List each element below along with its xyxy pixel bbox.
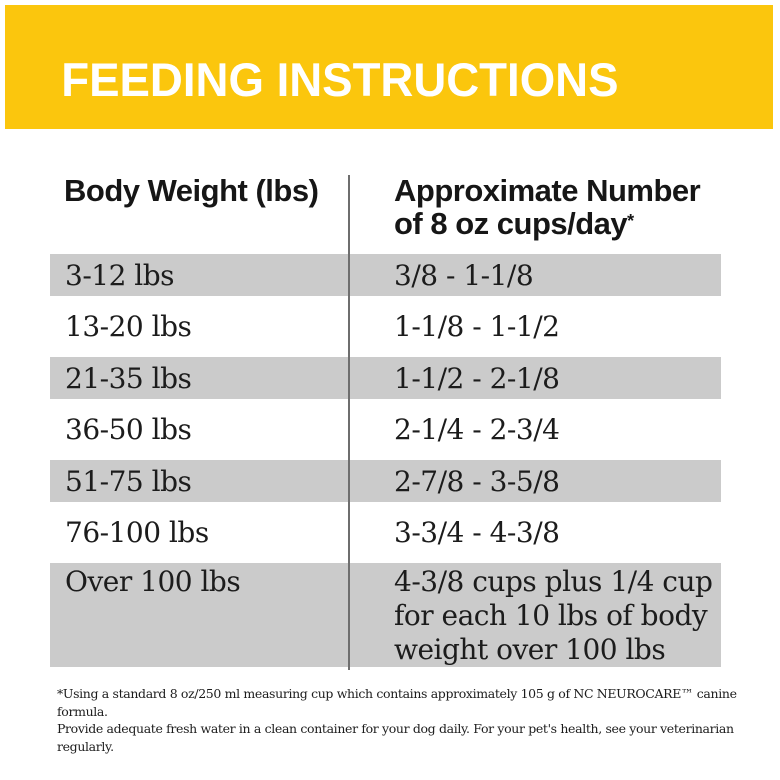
table-row: 51-75 lbs 2-7/8 - 3-5/8 — [50, 456, 721, 506]
table-row: Over 100 lbs 4-3/8 cups plus 1/4 cup for… — [50, 559, 721, 671]
body-weight-cell: 13-20 lbs — [65, 310, 192, 343]
feeding-instructions-banner: FEEDING INSTRUCTIONS — [5, 5, 773, 129]
feeding-table: Body Weight (lbs) Approximate Number of … — [50, 172, 721, 671]
cups-per-day-cell: 2-7/8 - 3-5/8 — [394, 464, 560, 498]
body-weight-cell: 36-50 lbs — [65, 413, 192, 446]
cups-per-day-cell: 2-1/4 - 2-3/4 — [394, 413, 560, 446]
body-weight-cell: 21-35 lbs — [65, 361, 192, 395]
table-row: 21-35 lbs 1-1/2 - 2-1/8 — [50, 353, 721, 403]
body-weight-cell: 51-75 lbs — [65, 464, 192, 498]
body-weight-cell: 3-12 lbs — [65, 258, 175, 292]
column-header-body-weight: Body Weight (lbs) — [64, 173, 319, 208]
column-header-cups-line2: of 8 oz cups/day — [394, 206, 628, 241]
table-row: 3-12 lbs 3/8 - 1-1/8 — [50, 250, 721, 300]
cups-per-day-cell: 3/8 - 1-1/8 — [394, 258, 534, 292]
cups-per-day-cell: 3-3/4 - 4-3/8 — [394, 516, 560, 549]
table-row: 76-100 lbs 3-3/4 - 4-3/8 — [50, 506, 721, 559]
table-row: 13-20 lbs 1-1/8 - 1-1/2 — [50, 300, 721, 353]
table-header-row: Body Weight (lbs) Approximate Number of … — [50, 172, 721, 250]
cups-per-day-cell: 4-3/8 cups plus 1/4 cup for each 10 lbs … — [394, 565, 713, 666]
body-weight-cell: Over 100 lbs — [65, 565, 241, 598]
cups-per-day-cell: 1-1/2 - 2-1/8 — [394, 361, 560, 395]
footnote-text: *Using a standard 8 oz/250 ml measuring … — [57, 686, 737, 754]
body-weight-cell: 76-100 lbs — [65, 516, 209, 549]
column-header-cups-line1: Approximate Number — [394, 173, 701, 208]
table-row: 36-50 lbs 2-1/4 - 2-3/4 — [50, 403, 721, 456]
column-header-cups-per-day: Approximate Number of 8 oz cups/day* — [349, 172, 721, 250]
page-title: FEEDING INSTRUCTIONS — [61, 52, 619, 106]
footnote-marker: * — [627, 211, 634, 231]
cups-per-day-cell: 1-1/8 - 1-1/2 — [394, 310, 560, 343]
column-divider-line — [348, 175, 350, 670]
